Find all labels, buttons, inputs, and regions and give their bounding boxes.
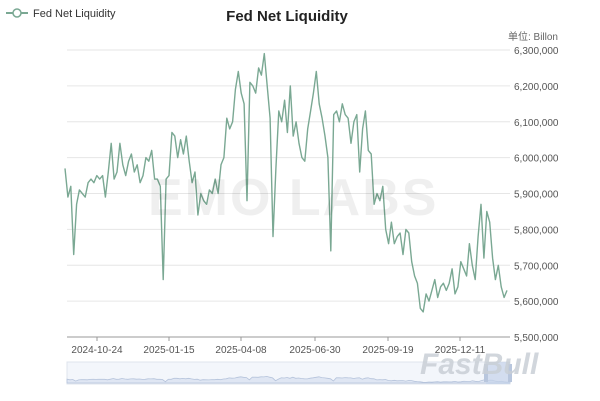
y-tick-label: 5,900,000 <box>514 190 559 201</box>
legend[interactable]: Fed Net Liquidity <box>6 8 116 20</box>
chart-title: Fed Net Liquidity <box>226 8 348 25</box>
zoom-slider[interactable] <box>66 361 512 385</box>
y-tick-label: 5,600,000 <box>514 297 559 308</box>
y-tick-label: 5,700,000 <box>514 261 559 272</box>
x-tick-label: 2025-01-15 <box>143 345 195 356</box>
y-tick-label: 5,500,000 <box>514 333 559 344</box>
zoom-selection[interactable] <box>486 362 510 384</box>
y-tick-label: 6,000,000 <box>514 154 559 165</box>
legend-marker-icon <box>12 8 22 18</box>
x-axis: 2024-10-24 2025-01-15 2025-04-08 2025-06-30… <box>71 337 486 356</box>
zoom-right-handle[interactable] <box>508 364 512 382</box>
y-tick-label: 6,300,000 <box>514 46 559 57</box>
series-line-fed-net-liquidity[interactable] <box>64 52 508 313</box>
zoom-left-handle[interactable] <box>484 364 488 382</box>
zoom-preview <box>66 375 511 384</box>
y-tick-label: 6,200,000 <box>514 82 559 93</box>
y-tick-label: 6,100,000 <box>514 118 559 129</box>
y-axis: 5,500,000 5,600,000 5,700,000 5,800,000 5,90… <box>514 46 559 344</box>
x-tick-label: 2025-09-19 <box>362 345 414 356</box>
watermark: EMO LABS <box>148 169 439 227</box>
legend-label: Fed Net Liquidity <box>33 8 116 20</box>
unit-label: 单位: Billon <box>508 30 558 43</box>
grid <box>67 49 510 338</box>
y-tick-label: 5,800,000 <box>514 225 559 236</box>
brand-logo: FastBull <box>420 348 539 381</box>
x-tick-label: 2025-12-11 <box>435 345 486 356</box>
x-tick-label: 2025-04-08 <box>215 345 267 356</box>
x-tick-label: 2025-06-30 <box>289 345 341 356</box>
x-tick-label: 2024-10-24 <box>71 345 123 356</box>
